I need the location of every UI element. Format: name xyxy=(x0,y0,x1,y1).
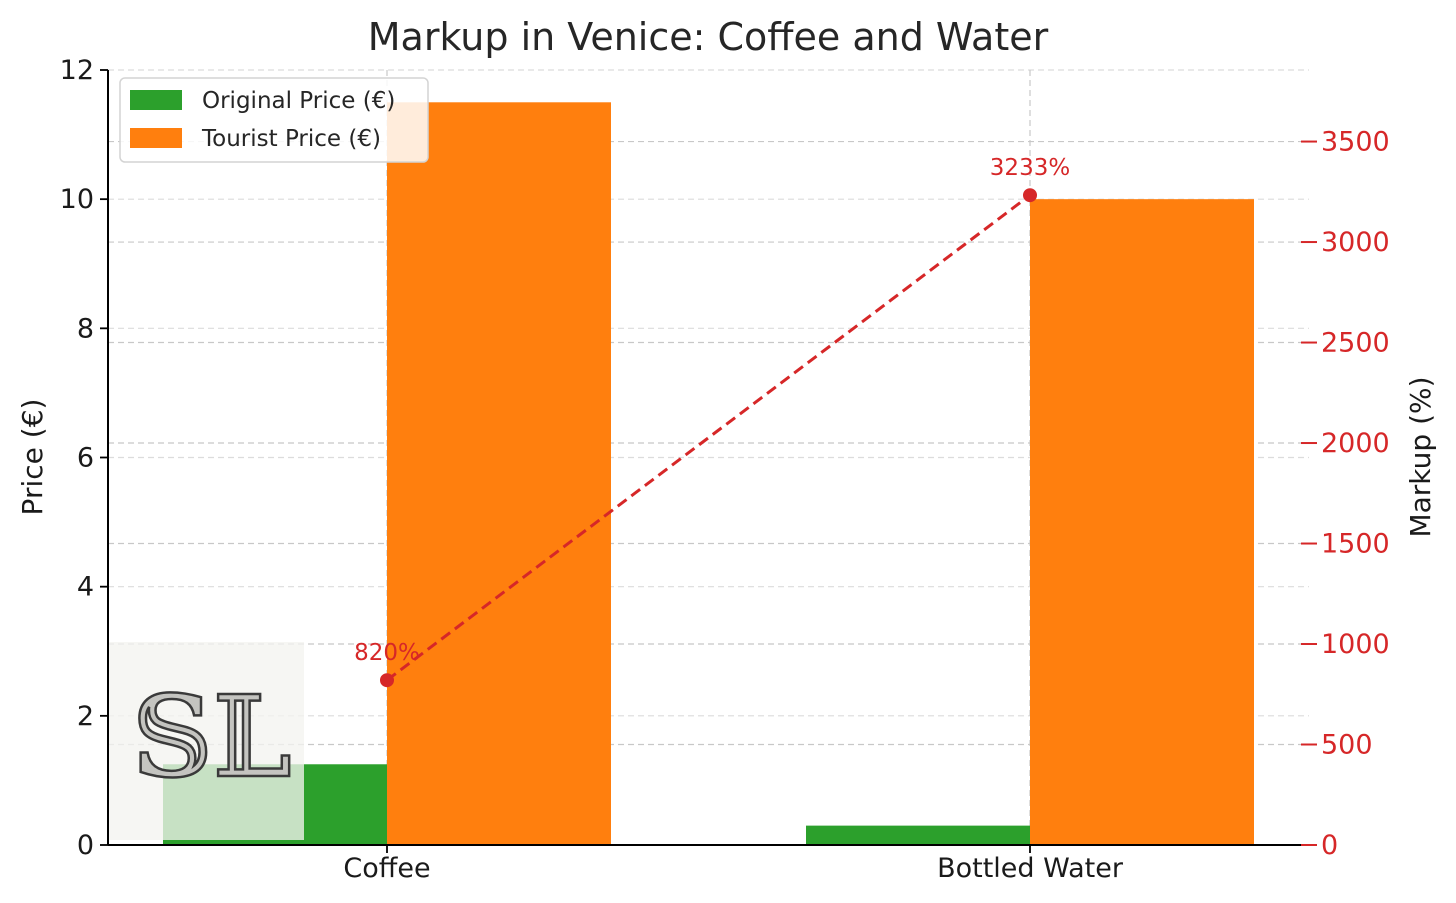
watermark-letters: 𝕊𝕃 xyxy=(132,673,292,803)
right-axis-ticks: 0 500 1000 1500 2000 2500 3000 3500 xyxy=(1301,127,1390,861)
y-tick-label: 2 xyxy=(77,701,94,732)
y-tick-label: 6 xyxy=(77,443,94,474)
x-axis-ticks: Coffee Bottled Water xyxy=(343,845,1124,884)
y-tick-label: 4 xyxy=(77,572,94,603)
bar-tourist-price xyxy=(387,102,611,845)
y-axis-label: Price (€) xyxy=(16,399,49,516)
y-tick-label: 10 xyxy=(60,184,94,215)
markup-point xyxy=(1023,188,1037,203)
y-axis-label-right: Markup (%) xyxy=(1404,376,1437,537)
legend-label-original: Original Price (€) xyxy=(202,88,395,114)
x-tick-label: Bottled Water xyxy=(937,853,1124,884)
y-right-tick-label: 1000 xyxy=(1321,629,1390,660)
legend-swatch-tourist xyxy=(130,128,182,148)
legend: Original Price (€) Tourist Price (€) xyxy=(119,77,429,163)
markup-point xyxy=(380,673,394,688)
y-right-tick-label: 3500 xyxy=(1321,127,1390,158)
y-tick-label: 12 xyxy=(60,55,94,86)
bar-group xyxy=(163,102,1254,845)
y-tick-label: 8 xyxy=(77,313,94,344)
bar-tourist-price xyxy=(1030,199,1254,845)
y-right-tick-label: 2500 xyxy=(1321,328,1390,359)
chart-title: Markup in Venice: Coffee and Water xyxy=(368,15,1049,59)
legend-box xyxy=(119,77,429,163)
bar-original-price xyxy=(806,825,1030,845)
legend-label-tourist: Tourist Price (€) xyxy=(201,126,381,152)
y-tick-label: 0 xyxy=(77,830,94,861)
y-right-tick-label: 500 xyxy=(1321,730,1373,761)
watermark-logo: 𝕊𝕃 xyxy=(108,642,304,840)
grid-left xyxy=(108,69,1309,846)
markup-line xyxy=(386,194,1031,682)
watermark-background xyxy=(108,642,304,840)
left-axis-ticks: 0 2 4 6 8 10 12 xyxy=(60,55,108,861)
legend-swatch-original xyxy=(130,90,182,110)
y-right-tick-label: 1500 xyxy=(1321,529,1390,560)
markup-line-layer: 820% 3233% xyxy=(354,155,1070,688)
y-right-tick-label: 2000 xyxy=(1321,428,1390,459)
x-tick-label: Coffee xyxy=(343,853,430,884)
markup-data-label: 3233% xyxy=(990,155,1070,181)
y-right-tick-label: 0 xyxy=(1321,830,1338,861)
markup-data-label: 820% xyxy=(354,640,420,666)
y-right-tick-label: 3000 xyxy=(1321,227,1390,258)
